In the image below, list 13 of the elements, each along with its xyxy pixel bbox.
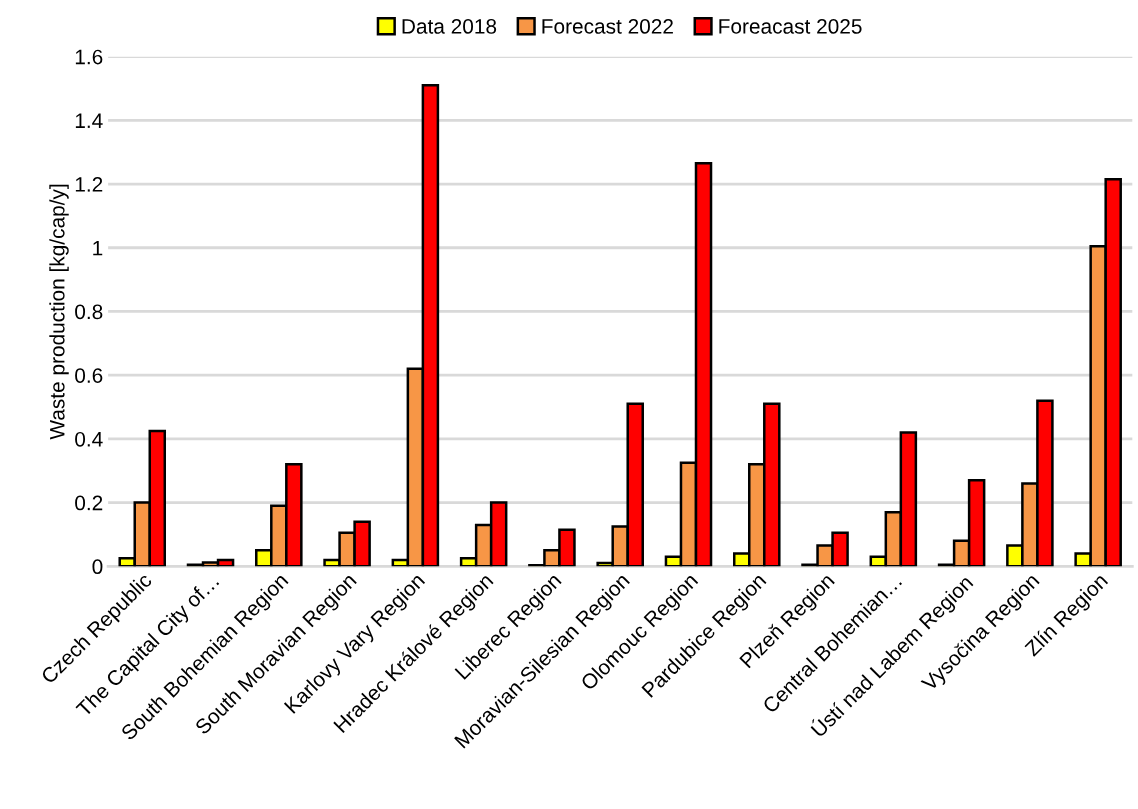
y-tick-label: 1 — [93, 240, 103, 256]
y-axis-title: Waste production [kg/cap/y] — [49, 184, 69, 440]
legend-label: Foreacast 2025 — [719, 19, 862, 34]
y-tick-label: 0 — [92, 559, 103, 575]
y-tick-label: 1.4 — [75, 113, 103, 128]
y-tick-label: 1.2 — [75, 177, 103, 192]
y-tick-label: 1.6 — [75, 49, 103, 65]
y-tick-label: 0.6 — [75, 368, 103, 383]
y-tick-label: 0.8 — [75, 304, 103, 320]
legend-label: Data 2018 — [402, 19, 497, 34]
y-tick-label: 0.2 — [75, 495, 103, 511]
y-tick-label: 0.4 — [75, 431, 103, 447]
legend-label: Forecast 2022 — [542, 19, 673, 34]
